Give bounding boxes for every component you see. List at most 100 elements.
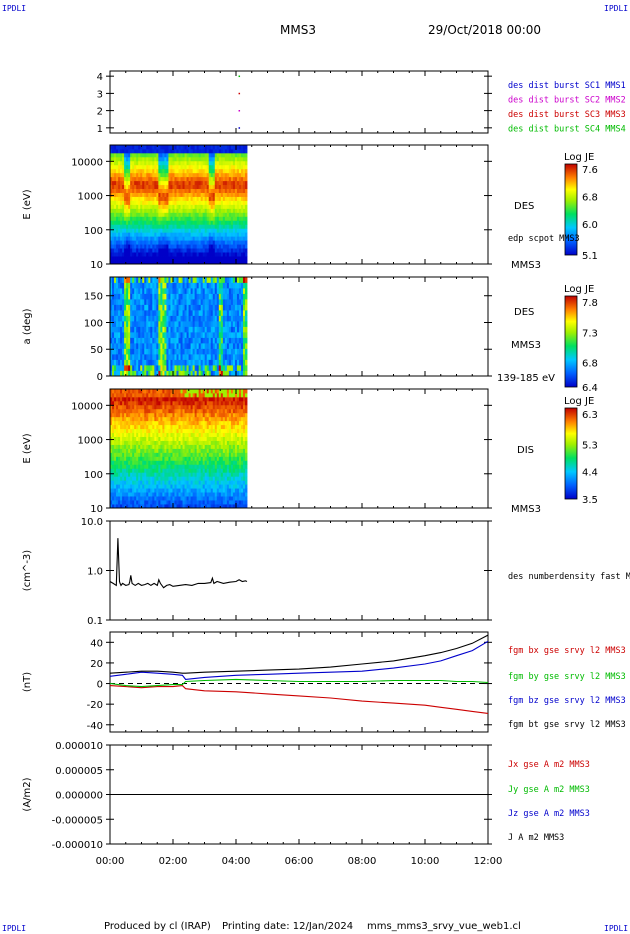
heatmap-cell [150, 299, 153, 305]
heatmap-cell [150, 282, 153, 289]
heatmap-cell [110, 321, 113, 327]
heatmap-cell [236, 232, 240, 237]
heatmap-cell [136, 416, 139, 422]
y-axis-label: E (eV) [22, 189, 33, 219]
heatmap-cell [174, 200, 177, 205]
heatmap-cell [242, 240, 246, 245]
heatmap-cell [180, 228, 183, 233]
heatmap-cell [162, 200, 165, 205]
heatmap-cell [132, 224, 135, 229]
heatmap-cell [160, 188, 163, 193]
heatmap-cell [186, 288, 189, 294]
heatmap-cell [186, 148, 189, 154]
heatmap-cell [240, 332, 244, 338]
heatmap-cell [134, 436, 137, 441]
heatmap-cell [132, 232, 135, 237]
heatmap-cell [170, 440, 173, 445]
heatmap-cell [198, 184, 202, 190]
heatmap-cell [112, 256, 115, 261]
heatmap-cell [136, 277, 139, 283]
heatmap-cell [218, 354, 222, 360]
heatmap-cell [138, 236, 141, 241]
heatmap-cell [238, 212, 242, 217]
heatmap-cell [182, 370, 185, 377]
heatmap-cell [128, 348, 131, 355]
heatmap-cell [196, 354, 200, 360]
heatmap-cell [194, 400, 198, 406]
heatmap-cell [126, 412, 129, 418]
heatmap-cell [220, 354, 224, 360]
heatmap-cell [222, 252, 226, 257]
heatmap-cell [114, 152, 117, 158]
heatmap-cell [156, 428, 159, 434]
heatmap-cell [188, 310, 192, 316]
heatmap-cell [168, 464, 171, 469]
heatmap-cell [180, 456, 183, 461]
panel-label: DES [514, 201, 534, 212]
heatmap-cell [136, 160, 139, 166]
heatmap-cell [140, 343, 143, 349]
heatmap-cell [120, 444, 123, 449]
heatmap-cell [162, 156, 165, 162]
heatmap-cell [232, 343, 236, 349]
heatmap-cell [168, 252, 171, 257]
heatmap-cell [150, 277, 153, 283]
heatmap-cell [206, 408, 210, 414]
heatmap-cell [128, 472, 131, 477]
heatmap-cell [192, 400, 196, 406]
heatmap-cell [160, 408, 163, 414]
heatmap-cell [168, 392, 171, 398]
heatmap-cell [138, 408, 141, 414]
heatmap-cell [216, 224, 220, 229]
heatmap-cell [238, 332, 242, 338]
heatmap-cell [214, 208, 218, 213]
heatmap-cell [196, 293, 200, 300]
heatmap-cell [208, 332, 212, 338]
heatmap-cell [236, 282, 240, 289]
heatmap-cell [168, 370, 171, 377]
heatmap-cell [198, 359, 202, 366]
heatmap-cell [208, 220, 212, 225]
heatmap-cell [190, 332, 194, 338]
heatmap-cell [164, 428, 167, 434]
heatmap-cell [156, 310, 159, 316]
heatmap-cell [126, 326, 129, 333]
heatmap-cell [142, 464, 145, 469]
heatmap-cell [176, 156, 179, 162]
heatmap-cell [182, 472, 185, 477]
heatmap-cell [156, 248, 159, 253]
heatmap-cell [216, 212, 220, 217]
heatmap-cell [154, 332, 157, 338]
heatmap-cell [130, 440, 133, 445]
heatmap-cell [158, 472, 161, 477]
heatmap-cell [200, 315, 204, 322]
heatmap-cell [198, 452, 202, 457]
heatmap-cell [228, 244, 232, 249]
heatmap-cell [182, 348, 185, 355]
heatmap-cell [186, 452, 189, 457]
heatmap-cell [208, 180, 212, 186]
heatmap-cell [206, 428, 210, 434]
heatmap-cell [116, 392, 119, 398]
heatmap-cell [142, 420, 145, 426]
heatmap-cell [152, 444, 155, 449]
heatmap-cell [160, 436, 163, 441]
heatmap-cell [202, 476, 206, 481]
heatmap-cell [184, 224, 187, 229]
heatmap-cell [136, 440, 139, 445]
heatmap-cell [170, 148, 173, 154]
heatmap-cell [240, 148, 244, 154]
heatmap-cell [166, 180, 169, 186]
heatmap-cell [120, 164, 123, 170]
heatmap-cell [182, 343, 185, 349]
heatmap-cell [114, 196, 117, 201]
heatmap-cell [150, 348, 153, 355]
heatmap-cell [200, 180, 204, 186]
heatmap-cell [116, 184, 119, 190]
heatmap-cell [118, 468, 121, 473]
heatmap-cell [238, 148, 242, 154]
heatmap-cell [196, 348, 200, 355]
heatmap-cell [198, 389, 202, 394]
heatmap-cell [144, 416, 147, 422]
heatmap-cell [146, 326, 149, 333]
